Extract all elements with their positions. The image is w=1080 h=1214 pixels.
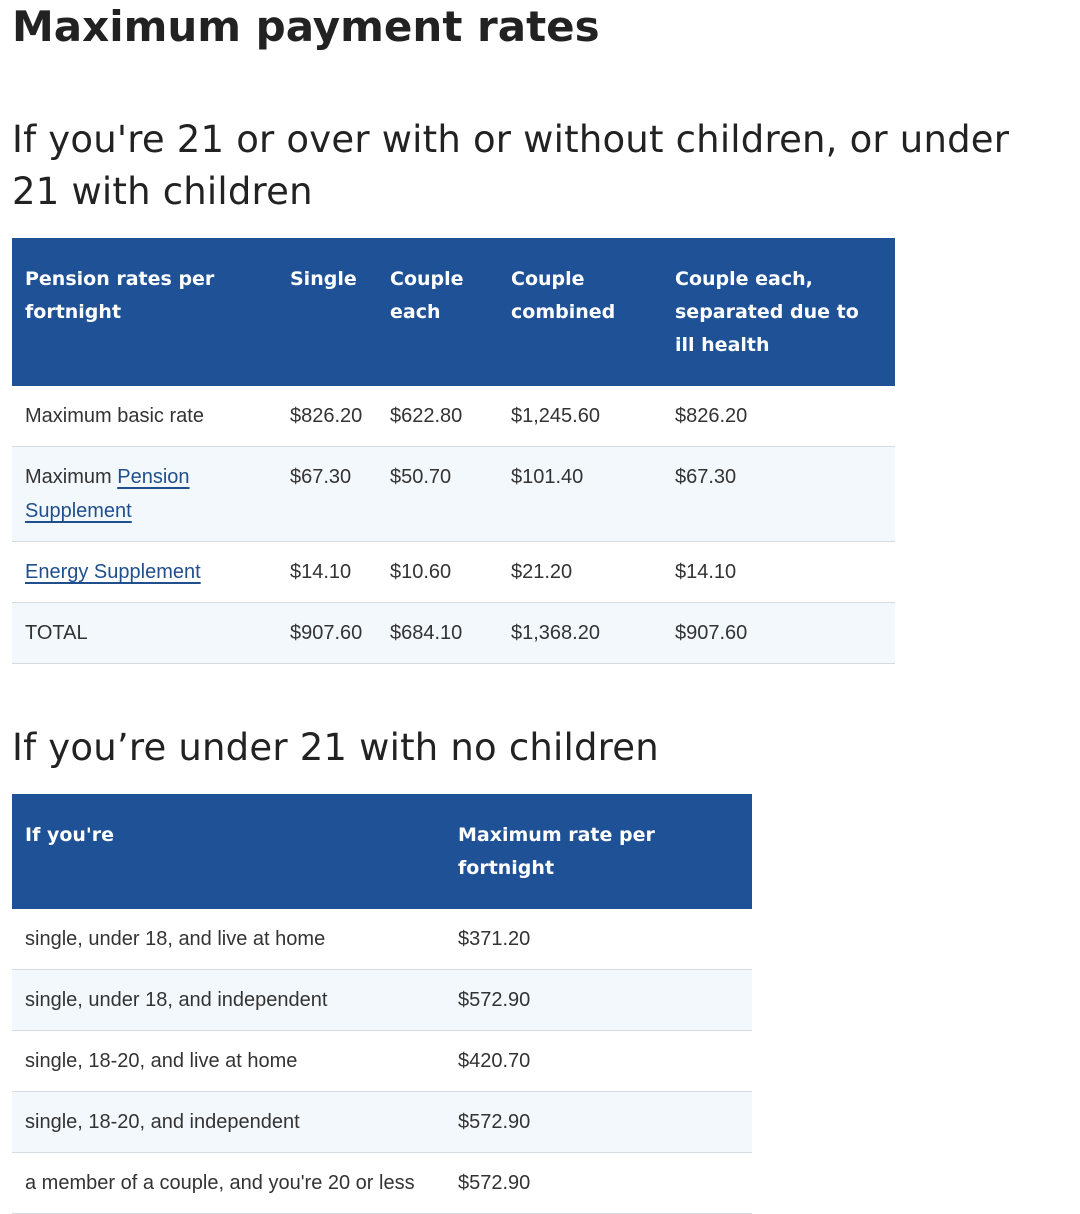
table-cell: $67.30 — [277, 446, 377, 542]
table-row: Energy Supplement $14.10 $10.60 $21.20 $… — [12, 541, 895, 603]
column-header: If you're — [12, 794, 445, 909]
column-header: Couple each, separated due to ill health — [662, 238, 895, 386]
table-cell: $10.60 — [377, 541, 498, 603]
table-cell: $826.20 — [662, 386, 895, 447]
row-label: TOTAL — [12, 602, 277, 664]
page-title: Maximum payment rates — [12, 2, 600, 51]
table-cell: $826.20 — [277, 386, 377, 447]
table-cell: $907.60 — [277, 602, 377, 664]
row-label-text: Maximum basic rate — [25, 405, 204, 427]
table-cell: $684.10 — [377, 602, 498, 664]
row-label-text: TOTAL — [25, 622, 88, 644]
table-row: single, 18-20, and independent $572.90 — [12, 1091, 752, 1153]
section-heading-under-21: If you’re under 21 with no children — [12, 726, 659, 769]
table-cell: $21.20 — [498, 541, 662, 603]
column-header: Pension rates per fortnight — [12, 238, 277, 386]
table-cell: $420.70 — [445, 1030, 752, 1092]
column-header: Couple combined — [498, 238, 662, 386]
table-row: single, under 18, and independent $572.9… — [12, 969, 752, 1031]
table-row-total: TOTAL $907.60 $684.10 $1,368.20 $907.60 — [12, 602, 895, 664]
table-row: Maximum Pension Supplement $67.30 $50.70… — [12, 446, 895, 542]
table-header-row: Pension rates per fortnight Single Coupl… — [12, 238, 895, 386]
row-label: a member of a couple, and you're 20 or l… — [12, 1152, 445, 1214]
table-cell: $371.20 — [445, 909, 752, 970]
table-cell: $14.10 — [662, 541, 895, 603]
table-row: Maximum basic rate $826.20 $622.80 $1,24… — [12, 386, 895, 447]
table-cell: $101.40 — [498, 446, 662, 542]
table-cell: $1,368.20 — [498, 602, 662, 664]
row-label: Energy Supplement — [12, 541, 277, 603]
under-21-rates-table: If you're Maximum rate per fortnight sin… — [12, 794, 752, 1214]
row-label-prefix: Maximum — [25, 466, 118, 488]
row-label: single, 18-20, and independent — [12, 1091, 445, 1153]
row-label: single, under 18, and live at home — [12, 909, 445, 970]
pension-rates-table: Pension rates per fortnight Single Coupl… — [12, 238, 895, 664]
table-cell: $50.70 — [377, 446, 498, 542]
section-heading-21-or-over: If you're 21 or over with or without chi… — [12, 118, 1010, 213]
table-row: a member of a couple, and you're 20 or l… — [12, 1152, 752, 1214]
table-cell: $1,245.60 — [498, 386, 662, 447]
energy-supplement-link[interactable]: Energy Supplement — [25, 561, 201, 583]
row-label: Maximum basic rate — [12, 386, 277, 447]
table-row: single, under 18, and live at home $371.… — [12, 909, 752, 970]
table-cell: $14.10 — [277, 541, 377, 603]
table-row: single, 18-20, and live at home $420.70 — [12, 1030, 752, 1092]
row-label: Maximum Pension Supplement — [12, 446, 277, 542]
row-label: single, 18-20, and live at home — [12, 1030, 445, 1092]
column-header: Couple each — [377, 238, 498, 386]
column-header: Maximum rate per fortnight — [445, 794, 752, 909]
table-header-row: If you're Maximum rate per fortnight — [12, 794, 752, 909]
row-label: single, under 18, and independent — [12, 969, 445, 1031]
table-cell: $572.90 — [445, 1091, 752, 1153]
table-cell: $572.90 — [445, 969, 752, 1031]
table-cell: $622.80 — [377, 386, 498, 447]
table-cell: $907.60 — [662, 602, 895, 664]
column-header: Single — [277, 238, 377, 386]
table-cell: $67.30 — [662, 446, 895, 542]
table-cell: $572.90 — [445, 1152, 752, 1214]
pension-supplement-link[interactable]: Pension Supplement — [25, 466, 190, 522]
